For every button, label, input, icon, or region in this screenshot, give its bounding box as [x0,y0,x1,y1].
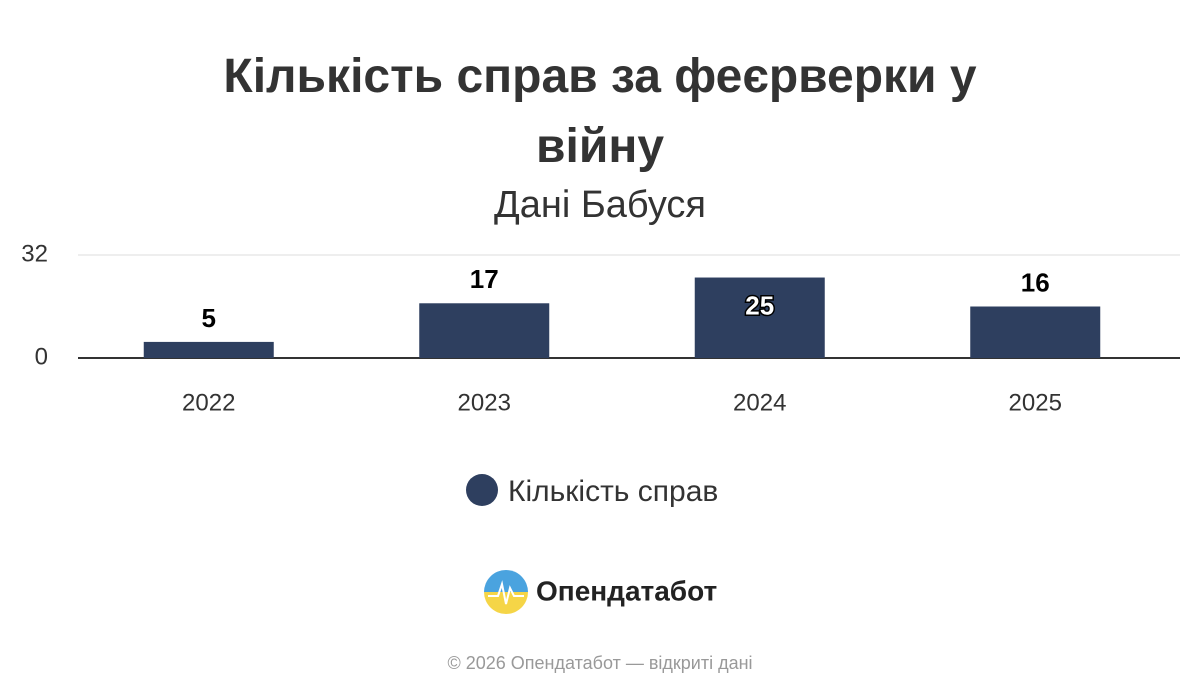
legend-swatch [466,474,498,506]
logo-icon [484,570,528,614]
data-label: 16 [1021,267,1050,297]
chart-title: Кількість справ за феєрверки у війну [223,50,977,173]
bar [970,306,1101,358]
footer: © 2026 Опендатабот — відкриті дані [447,653,752,673]
bar [419,303,550,358]
x-tick-label: 2022 [182,389,235,416]
brand: Опендатабот [536,575,717,606]
bar [694,277,825,358]
logo-pulse [488,580,524,605]
y-tick-label: 32 [21,240,48,267]
data-label: 5 [202,303,216,333]
bar [143,341,274,358]
y-tick-label: 0 [35,343,48,370]
chart-subtitle: Дані Бабуся [493,184,706,226]
data-label: 17 [470,264,499,294]
data-label: 25 [745,290,774,320]
x-tick-label: 2023 [458,389,511,416]
legend-label: Кількість справ [508,475,718,508]
x-tick-label: 2024 [733,389,786,416]
x-tick-label: 2025 [1009,389,1062,416]
